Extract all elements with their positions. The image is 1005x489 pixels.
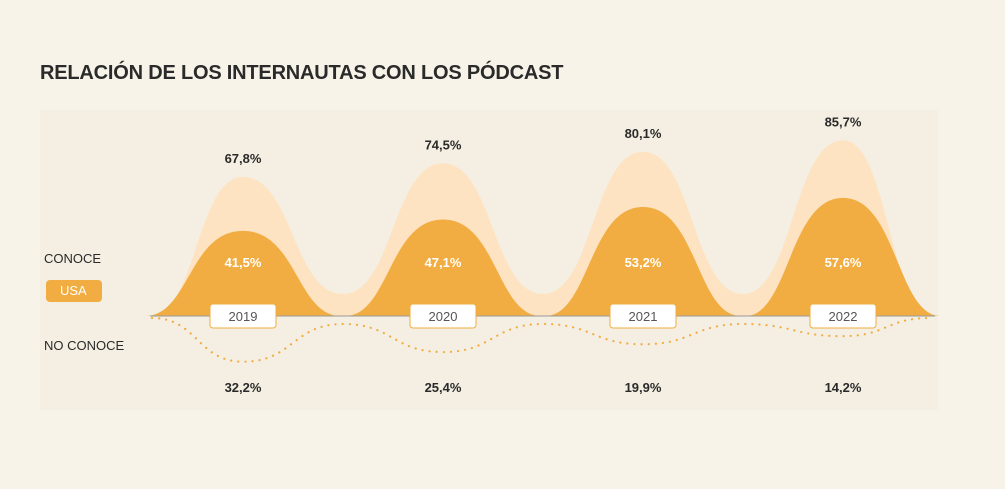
- conoce-label: CONOCE: [44, 251, 102, 266]
- no-conoce-value-label-2022: 14,2%: [825, 380, 862, 395]
- no-conoce-value-label-2021: 19,9%: [625, 380, 662, 395]
- year-labels: 2019 2020 2021 2022: [209, 303, 877, 329]
- year-box-rect: [609, 303, 677, 329]
- year-box-rect: [209, 303, 277, 329]
- light-value-label-2020: 74,5%: [425, 137, 462, 152]
- dotted-layer: [150, 316, 932, 363]
- dark-area-2019: [145, 230, 341, 316]
- dark-area-2021: [545, 206, 741, 316]
- dark-area-2020: [345, 219, 541, 316]
- year-label-2020: 2020: [429, 309, 458, 324]
- light-value-label-2022: 85,7%: [825, 114, 862, 129]
- year-box-rect: [409, 303, 477, 329]
- year-box-2020: 2020: [409, 303, 477, 329]
- dark-value-label-2022: 57,6%: [825, 255, 862, 270]
- labels-layer: 67,8% 41,5% 32,2% 74,5% 47,1% 25,4% 80,1% 53,2%…: [225, 114, 862, 395]
- no-conoce-label: NO CONOCE: [44, 338, 125, 353]
- no-conoce-value-label-2019: 32,2%: [225, 380, 262, 395]
- no-conoce-dotted-line: [150, 316, 932, 363]
- chart-title: RELACIÓN DE LOS INTERNAUTAS CON LOS PÓDC…: [40, 62, 564, 84]
- year-label-2019: 2019: [229, 309, 258, 324]
- dark-areas: [145, 197, 941, 316]
- year-label-2021: 2021: [629, 309, 658, 324]
- dark-value-label-2021: 53,2%: [625, 255, 662, 270]
- year-box-2022: 2022: [809, 303, 877, 329]
- dark-value-label-2019: 41,5%: [225, 255, 262, 270]
- light-value-label-2021: 80,1%: [625, 126, 662, 141]
- dark-value-label-2020: 47,1%: [425, 255, 462, 270]
- light-value-label-2019: 67,8%: [225, 151, 262, 166]
- usa-badge: USA: [46, 280, 102, 302]
- year-box-2021: 2021: [609, 303, 677, 329]
- year-box-rect: [809, 303, 877, 329]
- year-box-2019: 2019: [209, 303, 277, 329]
- year-label-2022: 2022: [829, 309, 858, 324]
- dark-area-2022: [745, 197, 941, 316]
- no-conoce-value-label-2020: 25,4%: [425, 380, 462, 395]
